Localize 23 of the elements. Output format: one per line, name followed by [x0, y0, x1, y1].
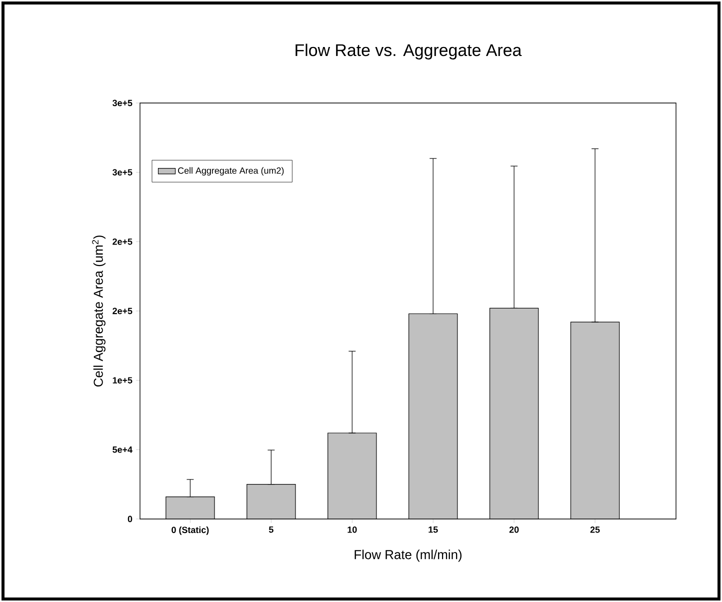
- bar: [328, 432, 377, 519]
- x-tick-label: 15: [428, 526, 438, 533]
- chart-title: Flow Rate vs. Aggregate Area: [296, 44, 522, 60]
- y-tick-label: 0: [128, 516, 132, 522]
- y-tick-label: 2e+5: [112, 308, 132, 314]
- y-tick-label: 2e+5: [112, 238, 132, 245]
- x-axis-title: Flow Rate (ml/min): [354, 550, 462, 562]
- y-tick-label: 3e+5: [112, 100, 132, 106]
- x-tick-label: 10: [348, 526, 357, 533]
- x-tick-label: 25: [590, 526, 600, 533]
- y-tick-label: 5e+4: [112, 446, 132, 453]
- x-tick-label: 0 (Static): [172, 526, 209, 535]
- y-tick-label: 3e+5: [112, 169, 132, 176]
- bar: [246, 484, 296, 519]
- bar: [408, 313, 458, 519]
- bar: [570, 322, 620, 519]
- x-tick-label: 5: [268, 526, 274, 533]
- bar: [489, 308, 539, 519]
- y-tick-label: 1e+5: [112, 377, 132, 384]
- y-axis-title: Cell Aggregate Area (um$^{2}$): [92, 236, 106, 387]
- bar: [166, 496, 214, 519]
- legend-label: Cell Aggregate Area (um2): [178, 167, 284, 176]
- x-tick-label: 20: [509, 526, 519, 533]
